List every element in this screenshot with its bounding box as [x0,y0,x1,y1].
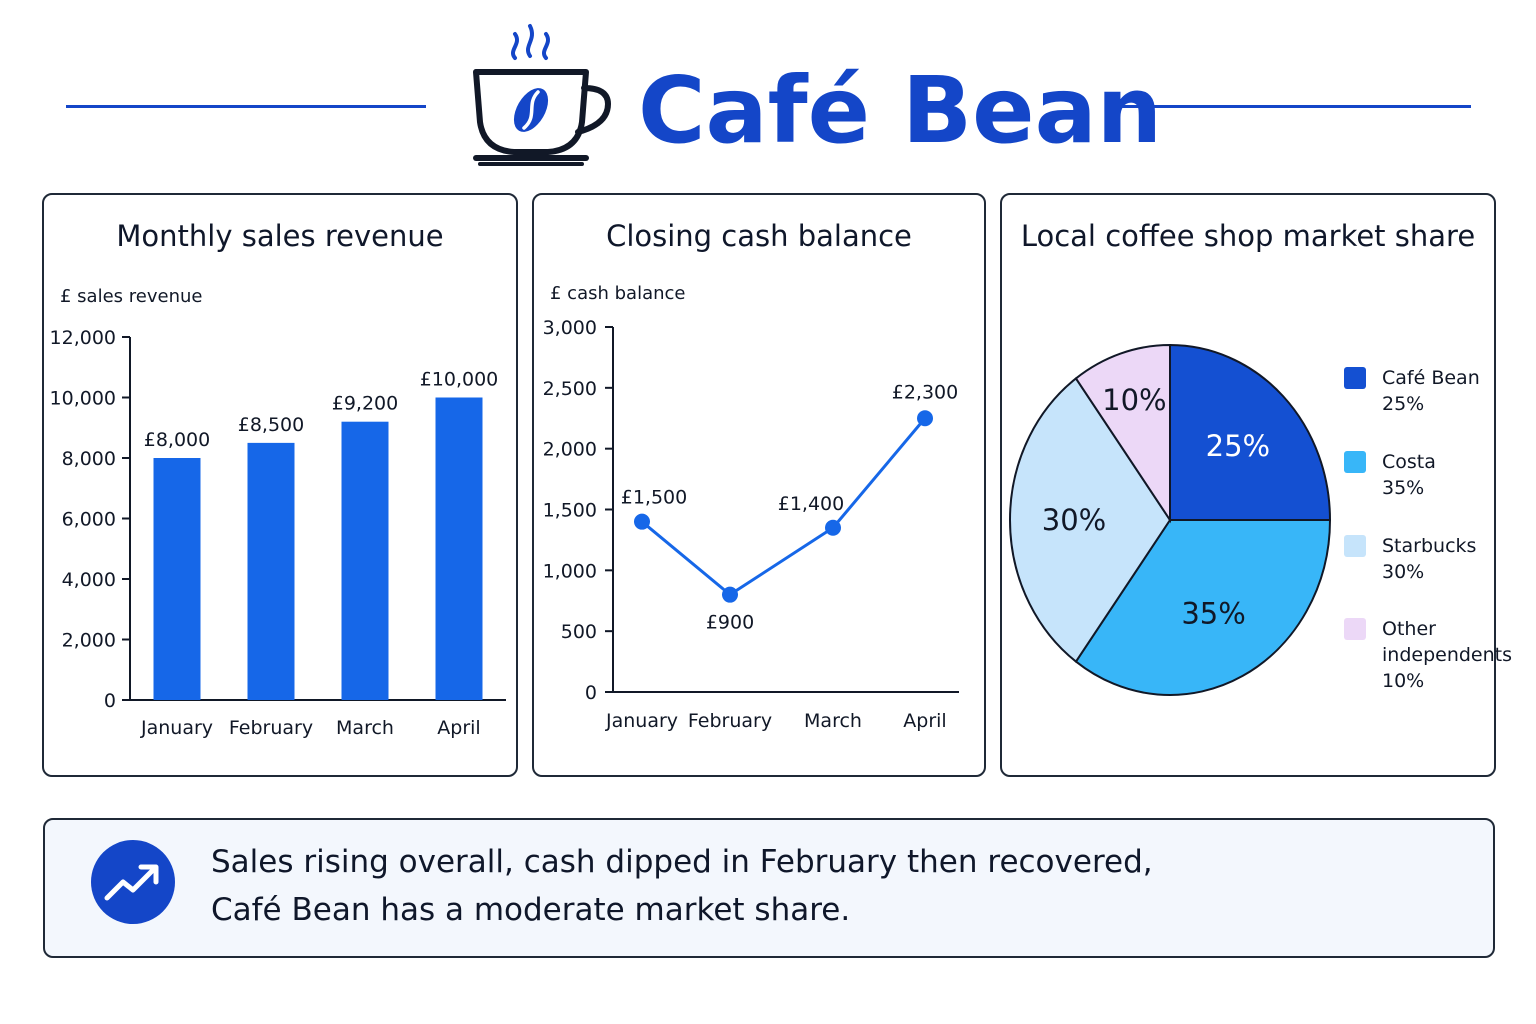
brand-title: Café Bean [638,57,1163,164]
sales-y-tick-label: 12,000 [50,327,116,349]
sales-y-tick-label: 6,000 [62,509,116,531]
sales-x-tick-label: April [437,717,480,739]
cash-y-tick-label: 1,000 [543,560,597,582]
legend-name: Other independents [1382,618,1513,666]
legend-percent: 35% [1382,477,1425,499]
sales-bar-value-label: £9,200 [332,393,398,415]
sales-y-axis-label: £ sales revenue [60,286,202,307]
coffee-cup-bean-icon [473,24,612,166]
legend-swatch [1344,367,1366,389]
pie-slice-label: 30% [1042,503,1106,537]
legend-percent: 25% [1382,393,1425,415]
cash-point-value-label: £1,500 [621,487,687,509]
sales-revenue-panel: Monthly sales revenue £ sales revenue 0 2,… [42,193,518,777]
cash-point-value-label: £2,300 [892,381,958,403]
sales-x-tick-label: January [140,717,213,739]
sales-chart-title: Monthly sales revenue [116,219,444,253]
market-share-pie-chart: 25% 35% 30% 10% [1009,343,1332,696]
summary-box: Sales rising overall, cash dipped in Feb… [43,818,1495,958]
sales-y-tick-label: 8,000 [62,448,116,470]
sales-bar [341,421,389,700]
cash-point [722,586,738,603]
cash-x-tick-label: February [688,710,772,732]
cash-series-line [641,417,927,597]
trend-up-icon [91,840,175,924]
pie-slice [1074,343,1171,524]
summary-text-line-1: Sales rising overall, cash dipped in Feb… [211,844,1153,880]
sales-y-tick-label: 0 [104,690,116,712]
legend-swatch [1344,451,1366,473]
sales-y-tick-label: 2,000 [62,630,116,652]
sales-y-tick-label: 10,000 [50,388,116,410]
sales-bar-value-label: £10,000 [420,369,499,391]
cash-line-chart: £ cash balance 0 500 1,000 1,500 2,000 2,500 3,… [543,283,959,732]
pie-slice-label: 25% [1206,429,1270,463]
pie-slice-label: 35% [1181,597,1245,631]
legend-name: Costa [1382,451,1436,473]
cash-balance-panel: Closing cash balance £ cash balance 0 500 1… [532,193,986,777]
sales-bar [153,458,201,700]
legend-percent: 30% [1382,561,1425,583]
cash-y-tick-label: 0 [585,682,597,704]
legend-percent: 10% [1382,670,1425,692]
market-share-panel: Local coffee shop market share 25% 35% 30%… [1000,193,1513,777]
legend-swatch [1344,535,1366,557]
pie-slice [1074,519,1332,696]
cash-y-tick-label: 3,000 [543,317,597,339]
cash-x-tick-label: March [804,710,862,732]
cash-y-tick-label: 2,500 [543,378,597,400]
cash-y-tick-label: 500 [561,621,597,643]
cash-x-tick-label: January [605,710,678,732]
sales-bar [435,397,483,700]
pie-slice-label: 10% [1102,383,1166,417]
legend-name: Café Bean [1382,367,1480,389]
cash-y-tick-label: 2,000 [543,439,597,461]
sales-x-tick-label: February [229,717,313,739]
pie-slice [1009,376,1172,664]
sales-bar-chart: £ sales revenue 0 2,000 4,000 6,000 8,000 10,0… [50,286,506,739]
sales-x-tick-label: March [336,717,394,739]
cash-chart-title: Closing cash balance [606,219,912,253]
cash-point-value-label: £1,400 [778,493,844,515]
cash-x-tick-label: April [903,710,946,732]
sales-bar [247,442,295,700]
summary-text-line-2: Café Bean has a moderate market share. [211,892,851,928]
cash-y-axis-label: £ cash balance [550,283,685,304]
header-rule-right [1105,105,1471,108]
cash-y-tick-label: 1,500 [543,500,597,522]
share-chart-title: Local coffee shop market share [1020,219,1476,253]
legend-name: Starbucks [1382,535,1477,557]
cash-point-value-label: £900 [706,612,754,634]
pie-slice [1169,343,1332,521]
header-rule-left [66,105,426,108]
sales-bar-value-label: £8,500 [238,414,304,436]
sales-y-tick-label: 4,000 [62,569,116,591]
cash-point [825,519,841,536]
sales-bar-value-label: £8,000 [144,429,210,451]
cash-point [917,410,933,427]
legend-swatch [1344,618,1366,640]
cash-point [634,513,650,530]
